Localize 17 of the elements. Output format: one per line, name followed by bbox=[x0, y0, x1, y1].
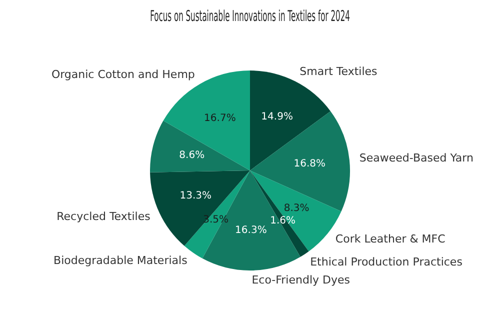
slice-label: Recycled Textiles bbox=[56, 210, 151, 223]
slice-label: Seaweed-Based Yarn bbox=[359, 152, 474, 165]
data-label: 14.9% bbox=[261, 112, 293, 123]
data-label: 1.6% bbox=[270, 215, 296, 226]
slice-label: Eco-Friendly Dyes bbox=[252, 273, 350, 286]
slice-label: Ethical Production Practices bbox=[310, 255, 463, 268]
data-label: 16.7% bbox=[204, 113, 236, 124]
data-label: 16.8% bbox=[294, 158, 326, 170]
chart-title: Focus on Sustainable Innovations in Textiles for 2024 bbox=[150, 6, 350, 25]
slice-label: Smart Textiles bbox=[300, 65, 378, 78]
data-label: 13.3% bbox=[180, 190, 212, 202]
data-label: 8.6% bbox=[179, 150, 205, 162]
slice-label: Biodegradable Materials bbox=[54, 254, 188, 267]
data-label: 16.3% bbox=[235, 225, 267, 236]
data-label: 8.3% bbox=[284, 202, 310, 214]
slice-label: Cork Leather & MFC bbox=[335, 232, 446, 246]
slice-label: Organic Cotton and Hemp bbox=[51, 68, 195, 82]
